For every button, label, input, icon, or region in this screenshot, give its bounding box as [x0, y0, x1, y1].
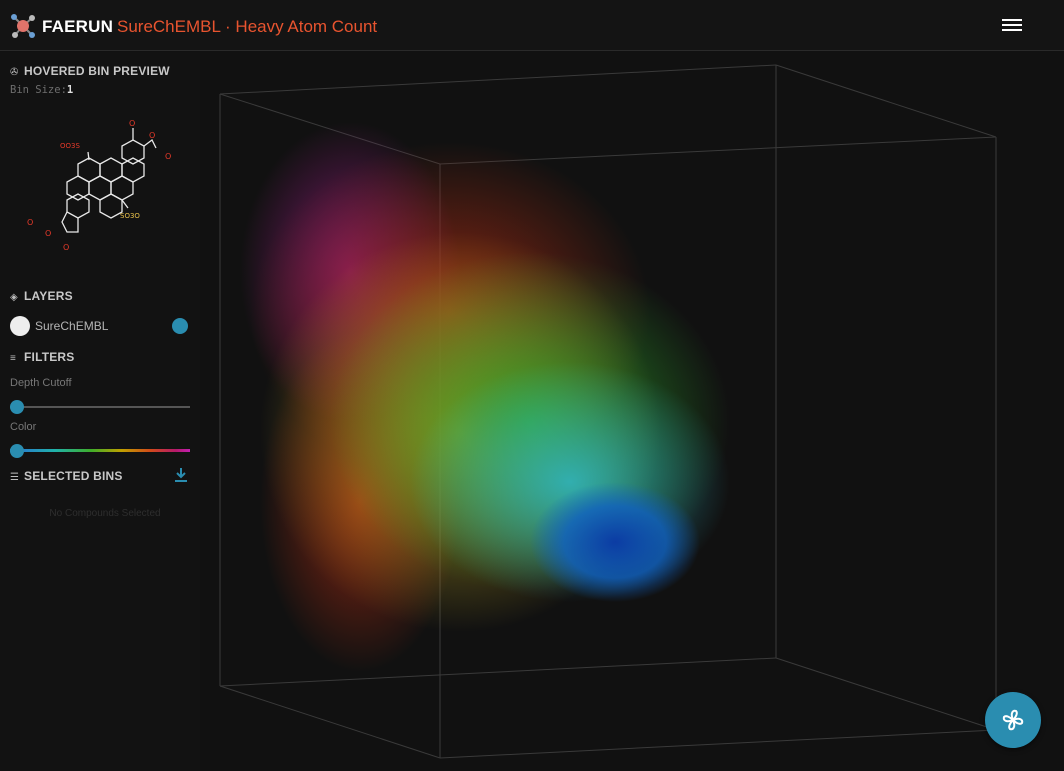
bounding-box	[219, 64, 997, 759]
layer-item-surechembl: SureChEMBL	[10, 316, 190, 336]
bin-size: Bin Size:1	[10, 84, 74, 96]
molecule-structure: O O O O O O OO3S SO3O	[27, 119, 171, 252]
settings-gear-icon: ✇	[10, 67, 19, 78]
filter-icon: ≡	[10, 353, 17, 364]
depth-cutoff-label: Depth Cutoff	[10, 377, 72, 389]
filters-heading: ≡ FILTERS	[10, 350, 75, 364]
atom-label: O	[45, 229, 51, 238]
atom-label: O	[27, 218, 33, 227]
selected-bins-heading: ☰ SELECTED BINS	[10, 469, 123, 483]
layers-icon: ◈	[10, 292, 18, 303]
slider-thumb[interactable]	[10, 444, 24, 458]
molecule-logo-icon	[11, 14, 35, 38]
pinwheel-fab-button[interactable]	[985, 692, 1041, 748]
pinwheel-icon	[1002, 709, 1024, 731]
layer-visibility-toggle[interactable]	[172, 318, 188, 334]
top-bar: FAERUN SureChEMBL · Heavy Atom Count	[0, 0, 1064, 51]
no-compounds-text: No Compounds Selected	[49, 508, 161, 519]
sidebar: ✇ HOVERED BIN PREVIEW Bin Size:1 O O O	[0, 52, 200, 771]
atom-label: O	[149, 131, 155, 140]
sulfonate-label: OO3S	[60, 142, 80, 150]
color-gradient-track	[10, 449, 190, 452]
bin-size-value: 1	[66, 84, 74, 96]
layer-color-dot	[10, 316, 30, 336]
layers-heading: ◈ LAYERS	[10, 289, 73, 303]
depth-cutoff-slider[interactable]	[10, 400, 190, 414]
sulfonate-label: SO3O	[120, 212, 140, 220]
hamburger-icon[interactable]	[1000, 16, 1024, 36]
atom-label: O	[165, 152, 171, 161]
download-icon[interactable]	[174, 467, 188, 483]
atom-label: O	[129, 119, 135, 128]
slider-thumb[interactable]	[10, 400, 24, 414]
app-name: FAERUN	[42, 17, 114, 36]
layer-label: SureChEMBL	[35, 319, 109, 333]
page-title: SureChEMBL · Heavy Atom Count	[117, 17, 378, 36]
color-label: Color	[10, 421, 37, 433]
slider-track	[10, 406, 190, 408]
point-cloud	[240, 122, 730, 672]
color-slider[interactable]	[10, 444, 190, 458]
atom-label: O	[63, 243, 69, 252]
3d-scatter-viewport[interactable]	[200, 52, 1064, 771]
hovered-bin-preview-heading: ✇ HOVERED BIN PREVIEW	[10, 64, 170, 78]
list-icon: ☰	[10, 472, 20, 483]
